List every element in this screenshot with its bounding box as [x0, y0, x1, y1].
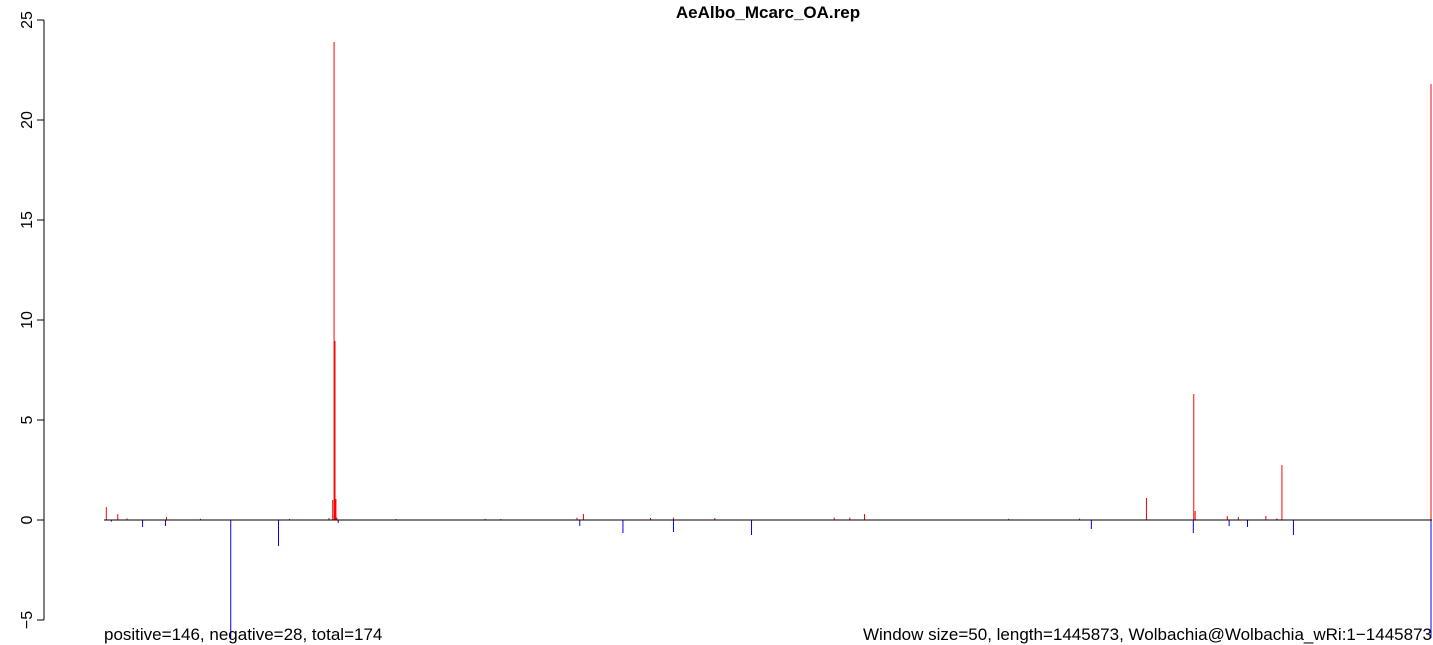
y-tick-label: −5	[19, 611, 36, 629]
bars-group	[105, 42, 1432, 638]
summary-counts-label: positive=146, negative=28, total=174	[104, 625, 382, 644]
y-tick-label: 5	[19, 415, 36, 424]
y-axis: −5 0 5 10 15 20 25	[19, 11, 45, 629]
y-tick-label: 0	[19, 515, 36, 524]
y-tick-label: 20	[19, 111, 36, 129]
window-info-label: Window size=50, length=1445873, Wolbachi…	[863, 625, 1432, 644]
y-tick-label: 25	[19, 11, 36, 29]
chart-title: AeAlbo_Mcarc_OA.rep	[676, 3, 860, 22]
y-tick-label: 15	[19, 211, 36, 229]
y-tick-label: 10	[19, 311, 36, 329]
